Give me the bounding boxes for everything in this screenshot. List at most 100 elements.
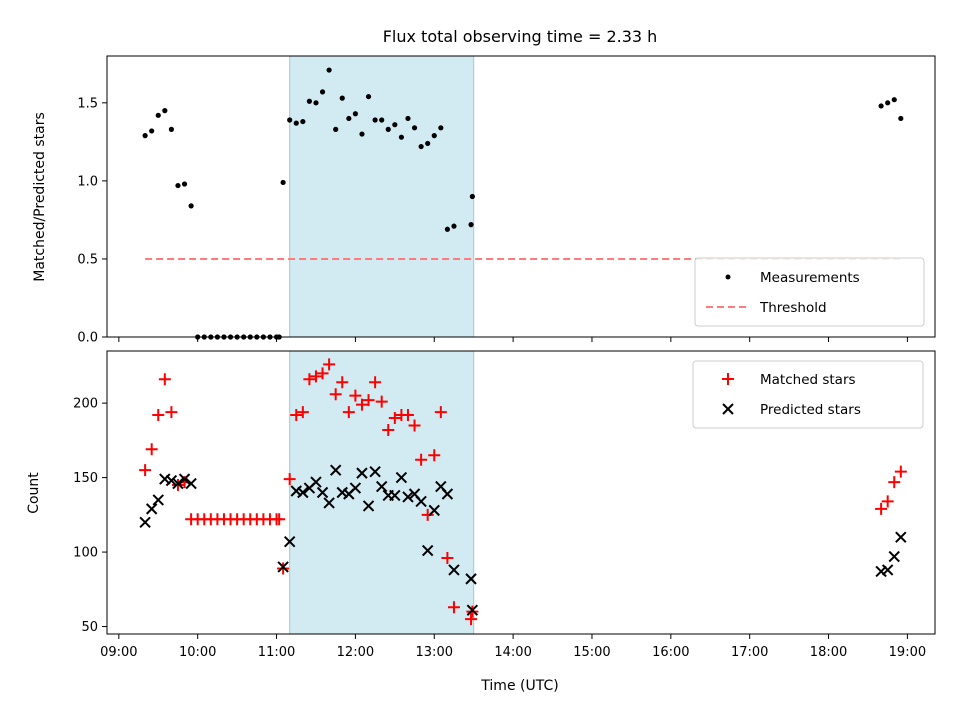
matched-stars-point xyxy=(329,388,342,401)
y-tick-label: 100 xyxy=(73,546,98,561)
measurement-point xyxy=(155,112,161,118)
measurement-point xyxy=(885,100,891,106)
predicted-stars-point xyxy=(448,564,460,576)
legend-matched-marker xyxy=(722,373,734,385)
top-legend-box xyxy=(694,257,925,327)
measurement-point xyxy=(188,203,194,209)
matched-stars-point xyxy=(171,479,184,492)
matched-stars-point xyxy=(349,389,362,402)
measurement-point xyxy=(468,222,474,228)
measurement-point xyxy=(162,108,168,114)
measurement-point xyxy=(149,128,155,134)
measurement-point xyxy=(444,226,450,232)
matched-stars-point xyxy=(408,419,421,432)
matched-stars-point xyxy=(369,376,382,389)
predicted-stars-point xyxy=(310,476,322,488)
matched-stars-point xyxy=(382,423,395,436)
measurement-point xyxy=(385,126,391,132)
matched-stars-point xyxy=(283,473,296,486)
matched-stars-point xyxy=(290,409,303,422)
measurement-point xyxy=(891,97,897,103)
predicted-stars-point xyxy=(895,531,907,543)
matched-stars-point xyxy=(277,562,290,575)
matched-stars-point xyxy=(375,395,388,408)
matched-stars-point xyxy=(466,605,479,618)
legend-measurements-label: Measurements xyxy=(760,270,860,286)
predicted-stars-point xyxy=(466,604,479,616)
matched-stars-point xyxy=(388,412,401,425)
measurement-point xyxy=(898,115,904,122)
measurement-point xyxy=(306,98,312,104)
measurement-point xyxy=(411,125,418,131)
matched-stars-point xyxy=(165,406,178,419)
measurement-point xyxy=(339,95,345,101)
top-legend: Measurements Threshold xyxy=(694,257,925,327)
measurement-point xyxy=(418,143,424,150)
legend-matched-label: Matched stars xyxy=(760,372,856,388)
measurement-point xyxy=(365,93,372,100)
measurement-point xyxy=(142,133,148,139)
bottom-legend: Matched stars Predicted stars xyxy=(692,360,924,429)
matched-stars-point xyxy=(441,552,454,565)
y-tick-label: 150 xyxy=(73,471,98,486)
predicted-stars-point xyxy=(465,573,477,585)
y-tick-label: 50 xyxy=(81,620,98,635)
y-tick-label: 1.0 xyxy=(77,174,98,189)
predicted-stars-point xyxy=(349,482,362,494)
legend-predicted-label: Predicted stars xyxy=(760,402,861,418)
x-tick-label: 09:00 xyxy=(100,645,137,660)
bottom-y-axis-label: Count xyxy=(26,472,42,514)
measurement-point xyxy=(287,117,293,123)
measurement-point xyxy=(293,120,299,126)
measurement-point xyxy=(425,140,431,147)
measurement-point xyxy=(405,115,411,122)
top-y-axis-label: Matched/Predicted stars xyxy=(32,112,48,282)
predicted-stars-point xyxy=(441,488,454,500)
x-tick-label: 19:00 xyxy=(889,645,926,660)
y-tick-label: 0.0 xyxy=(77,331,98,346)
matched-stars-point xyxy=(336,376,349,389)
matched-stars-point xyxy=(342,406,355,419)
bottom-legend-box xyxy=(692,360,924,429)
measurement-point xyxy=(352,111,358,117)
y-tick-label: 0.5 xyxy=(77,252,98,267)
plot-frame xyxy=(106,55,936,338)
predicted-stars-point xyxy=(329,464,342,476)
measurement-point xyxy=(168,126,174,132)
matched-stars-point xyxy=(401,409,414,422)
x-tick-label: 15:00 xyxy=(573,645,610,660)
measurement-point xyxy=(372,117,378,123)
measurement-point xyxy=(181,181,188,187)
predicted-stars-point xyxy=(356,467,368,479)
x-tick-label: 17:00 xyxy=(731,645,768,660)
measurement-point xyxy=(469,193,475,200)
predicted-stars-point xyxy=(165,474,178,487)
predicted-stars-point xyxy=(152,494,164,506)
y-tick-label: 1.5 xyxy=(77,96,98,111)
matched-stars-point xyxy=(434,406,447,419)
predicted-stars-point xyxy=(283,535,296,548)
predicted-stars-point xyxy=(369,465,381,478)
matched-stars-point xyxy=(362,394,375,407)
x-tick-label: 13:00 xyxy=(416,645,453,660)
predicted-stars-point xyxy=(888,550,900,563)
legend-measurements-marker xyxy=(725,274,731,280)
matched-stars-point xyxy=(145,443,158,456)
predicted-stars-point xyxy=(362,500,375,512)
measurement-point xyxy=(392,122,398,128)
measurement-point xyxy=(346,115,352,122)
measurement-point xyxy=(300,118,306,125)
matched-stars-point xyxy=(447,601,460,614)
matched-stars-point xyxy=(355,398,368,411)
predicted-stars-point xyxy=(139,516,151,528)
predicted-stars-point xyxy=(172,477,184,490)
predicted-stars-point xyxy=(421,544,434,557)
measurement-point xyxy=(451,223,457,229)
predicted-stars-point xyxy=(402,491,414,503)
plot-frame xyxy=(106,350,936,635)
x-tick-label: 10:00 xyxy=(179,645,216,660)
predicted-stars-point xyxy=(297,486,309,499)
measurement-point xyxy=(379,117,385,123)
predicted-stars-point xyxy=(415,495,427,508)
